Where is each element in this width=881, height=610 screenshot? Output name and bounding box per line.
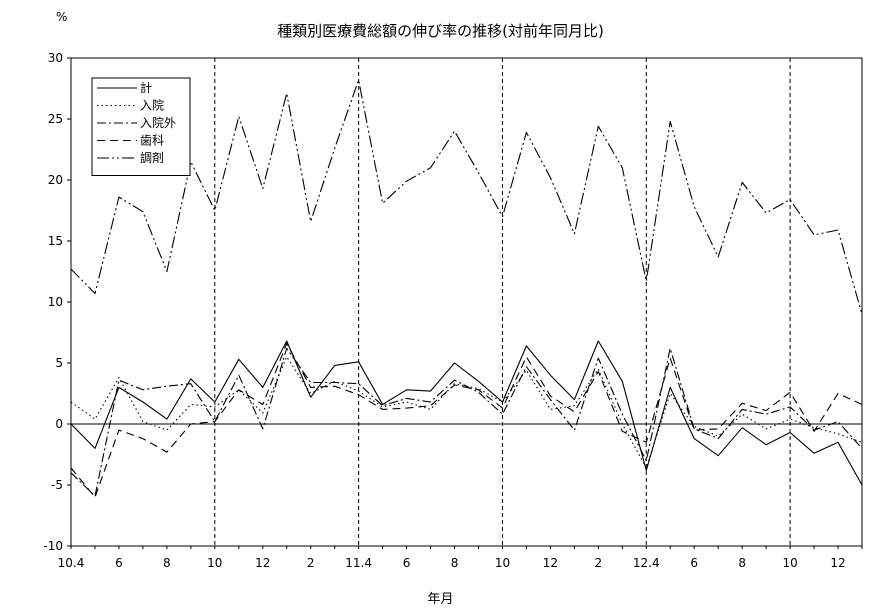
series-line-4	[70, 342, 863, 498]
y-tick-label: 25	[48, 112, 63, 126]
y-tick-label: 20	[48, 173, 63, 187]
x-tick-label: 10	[782, 556, 797, 570]
legend-label: 調剤	[140, 150, 164, 165]
chart-title: 種類別医療費総額の伸び率の推移(対前年同月比)	[277, 22, 604, 40]
y-tick-label: 5	[55, 356, 63, 370]
series-line-2	[70, 356, 863, 469]
x-tick-label: 11.4	[345, 556, 372, 570]
x-tick-label: 12	[830, 556, 845, 570]
x-tick-label: 6	[403, 556, 411, 570]
x-tick-label: 2	[307, 556, 315, 570]
x-tick-label: 8	[451, 556, 459, 570]
y-tick-label: -10	[43, 539, 63, 553]
y-tick-label: 30	[48, 51, 63, 65]
x-tick-label: 10	[495, 556, 510, 570]
legend-label: 歯科	[140, 134, 164, 148]
x-tick-label: 8	[738, 556, 746, 570]
x-tick-label: 10.4	[58, 556, 85, 570]
chart-series	[70, 79, 863, 498]
x-tick-label: 12	[543, 556, 558, 570]
x-tick-label: 6	[115, 556, 123, 570]
chart-grid	[214, 58, 791, 546]
y-tick-label: 10	[48, 295, 63, 309]
x-tick-label: 2	[595, 556, 603, 570]
x-axis-label: 年月	[427, 592, 454, 607]
series-line-3	[70, 347, 863, 497]
legend-label: 入院外	[140, 116, 176, 130]
legend-label: 計	[140, 80, 152, 95]
y-tick-label: 15	[48, 234, 63, 248]
y-tick-label: 0	[55, 417, 63, 431]
chart-axes: -10 -5 0 5 10 15 20 25 30 10.4 6 8 10 12 2 11.4 6 8 10 12 2 1…	[43, 51, 863, 570]
series-line-5	[70, 79, 863, 315]
legend-box	[91, 77, 191, 176]
series-line-1	[70, 340, 863, 486]
x-tick-label: 10	[207, 556, 222, 570]
x-tick-label: 12	[255, 556, 270, 570]
y-axis-unit: %	[56, 10, 68, 24]
x-tick-label: 6	[690, 556, 698, 570]
x-tick-label: 8	[163, 556, 171, 570]
legend-label: 入院	[140, 99, 164, 113]
x-tick-label: 12.4	[633, 556, 660, 570]
y-tick-label: -5	[51, 478, 63, 492]
